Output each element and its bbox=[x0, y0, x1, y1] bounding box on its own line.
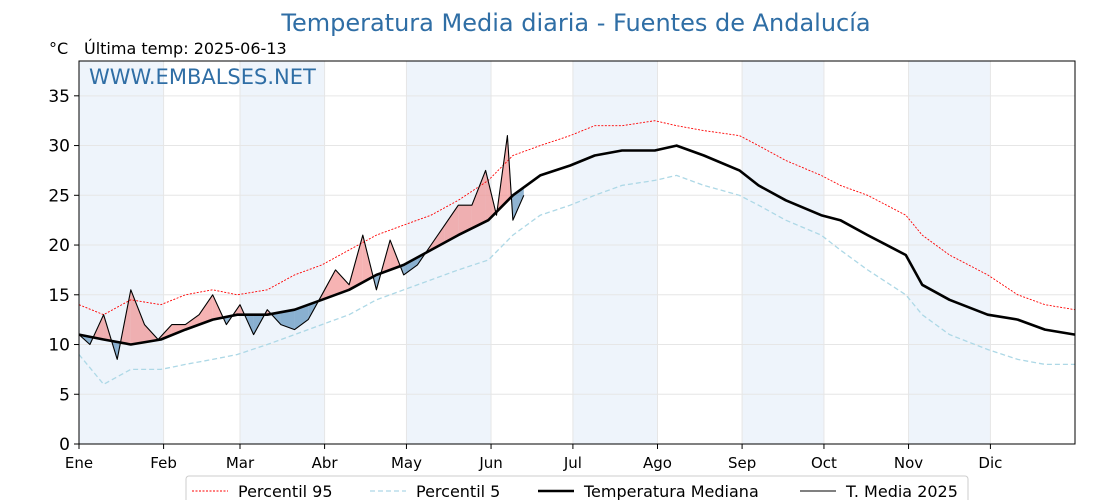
month-label: Ene bbox=[65, 454, 93, 472]
month-label: Oct bbox=[811, 454, 837, 472]
above-median-fill bbox=[335, 269, 350, 295]
month-label: May bbox=[391, 454, 422, 472]
y-tick-label: 30 bbox=[48, 137, 70, 157]
below-median-fill bbox=[294, 304, 309, 330]
legend-label: Temperatura Mediana bbox=[583, 482, 759, 500]
watermark-text: WWW.EMBALSES.NET bbox=[89, 65, 316, 89]
month-label: Dic bbox=[978, 454, 1002, 472]
legend-box bbox=[185, 475, 969, 500]
chart-title: Temperatura Media diaria - Fuentes de An… bbox=[280, 9, 870, 37]
p95-line bbox=[78, 120, 1076, 316]
above-median-fill bbox=[321, 269, 336, 300]
month-label: Jun bbox=[478, 454, 502, 472]
legend: Percentil 95 Percentil 5 Temperatura Media… bbox=[185, 475, 969, 500]
last-temp-subtitle: Última temp: 2025-06-13 bbox=[84, 39, 287, 58]
y-tick-label: 0 bbox=[59, 435, 70, 455]
current-year-line bbox=[78, 135, 525, 360]
legend-label: T. Media 2025 bbox=[845, 482, 958, 500]
month-label: Mar bbox=[226, 454, 255, 472]
y-tick-label: 10 bbox=[48, 336, 70, 356]
y-tick-label: 20 bbox=[48, 236, 70, 256]
above-median-fill bbox=[444, 205, 459, 243]
grid-lines bbox=[78, 61, 1075, 445]
month-label: Feb bbox=[150, 454, 177, 472]
above-median-fill bbox=[199, 294, 213, 325]
month-label: Sep bbox=[728, 454, 756, 472]
legend-label: Percentil 5 bbox=[416, 482, 500, 500]
month-band bbox=[239, 61, 325, 444]
series-lines bbox=[78, 120, 1076, 386]
above-median-fill bbox=[130, 289, 145, 345]
month-label: Ago bbox=[643, 454, 672, 472]
y-tick-label: 35 bbox=[48, 87, 70, 107]
below-median-fill bbox=[280, 309, 295, 330]
median-line bbox=[78, 144, 1076, 346]
plot-background bbox=[79, 61, 991, 444]
unit-label: °C bbox=[49, 39, 68, 58]
month-band bbox=[572, 61, 658, 444]
y-tick-label: 15 bbox=[48, 286, 70, 306]
month-label: Abr bbox=[312, 454, 339, 472]
month-band bbox=[79, 61, 164, 444]
below-median-fill bbox=[244, 314, 254, 335]
month-band bbox=[742, 61, 824, 444]
month-label: Nov bbox=[894, 454, 923, 472]
p5-line bbox=[78, 174, 1075, 386]
below-median-fill bbox=[403, 257, 418, 275]
x-axis: Ene Feb Mar Abr May Jun Jul Ago Sep Oct Nov Dic bbox=[65, 444, 1002, 472]
month-label: Jul bbox=[563, 454, 582, 472]
y-axis: 0 5 10 15 20 25 30 35 bbox=[48, 87, 79, 455]
y-tick-label: 25 bbox=[48, 186, 70, 206]
y-tick-label: 5 bbox=[59, 385, 70, 405]
month-band bbox=[908, 61, 991, 444]
legend-label: Percentil 95 bbox=[238, 482, 333, 500]
below-median-fill bbox=[512, 187, 524, 221]
month-band bbox=[406, 61, 492, 444]
plot-frame bbox=[78, 60, 1076, 445]
above-median-fill bbox=[458, 205, 472, 236]
